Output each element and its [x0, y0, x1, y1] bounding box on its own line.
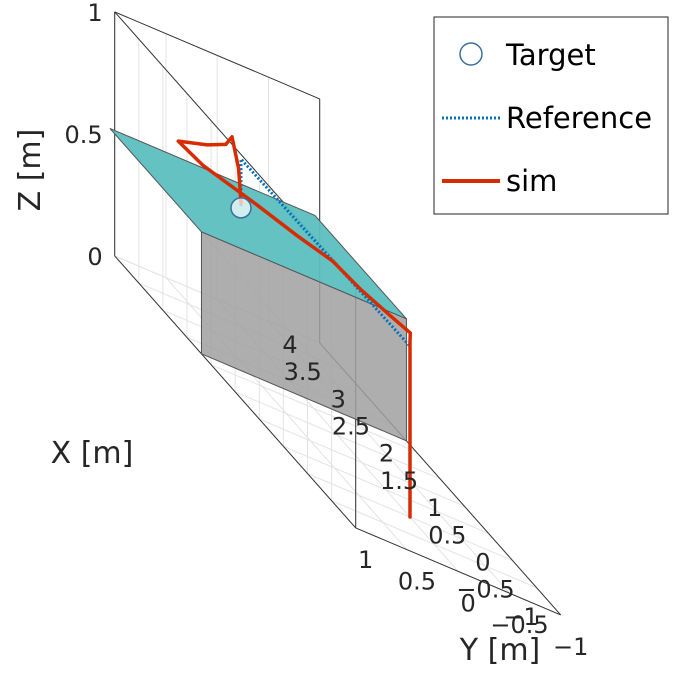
x-tick-label: 3 — [331, 385, 346, 413]
legend-label-sim: sim — [506, 164, 557, 198]
y-tick-label: −0.5 — [490, 611, 548, 639]
legend-label-target: Target — [505, 38, 596, 72]
legend-target-marker — [459, 42, 483, 66]
x-axis-line — [114, 255, 357, 529]
y-tick-label: 1 — [358, 546, 373, 574]
legend-label-reference: Reference — [506, 101, 652, 135]
y-tick-label: −1 — [553, 633, 588, 661]
x-tick-label: 3.5 — [284, 358, 322, 386]
x-tick-label: 2.5 — [332, 413, 370, 441]
y-axis-label: Y [m] — [459, 633, 541, 668]
legend: Target Reference sim — [433, 16, 669, 215]
x-tick-label: 0.5 — [428, 521, 466, 549]
z-tick-label: 0 — [87, 243, 102, 271]
x-axis-label: X [m] — [51, 436, 134, 471]
plot-lines — [176, 135, 413, 519]
target-marker — [230, 197, 252, 219]
x-tick-label: 0 — [475, 549, 490, 577]
z-tick-label: 1 — [87, 0, 102, 27]
x-tick-label: 2 — [379, 440, 394, 468]
x-tick-label: 1 — [427, 494, 442, 522]
z-axis-label: Z [m] — [13, 129, 48, 212]
x-tick-label: −0.5 — [456, 576, 514, 604]
z-tick-label: 0.5 — [65, 121, 103, 149]
y-tick-label: 0 — [461, 589, 476, 617]
x-tick-label: 4 — [282, 331, 297, 359]
box-edge — [114, 11, 320, 100]
y-axis-line — [355, 527, 561, 616]
x-tick-label: −1 — [503, 603, 538, 631]
x-tick-label: 1.5 — [380, 467, 418, 495]
platform-top-face — [109, 127, 407, 320]
y-tick-label: 0.5 — [398, 568, 436, 596]
series-sim — [176, 135, 413, 519]
landing-platform — [109, 127, 407, 442]
